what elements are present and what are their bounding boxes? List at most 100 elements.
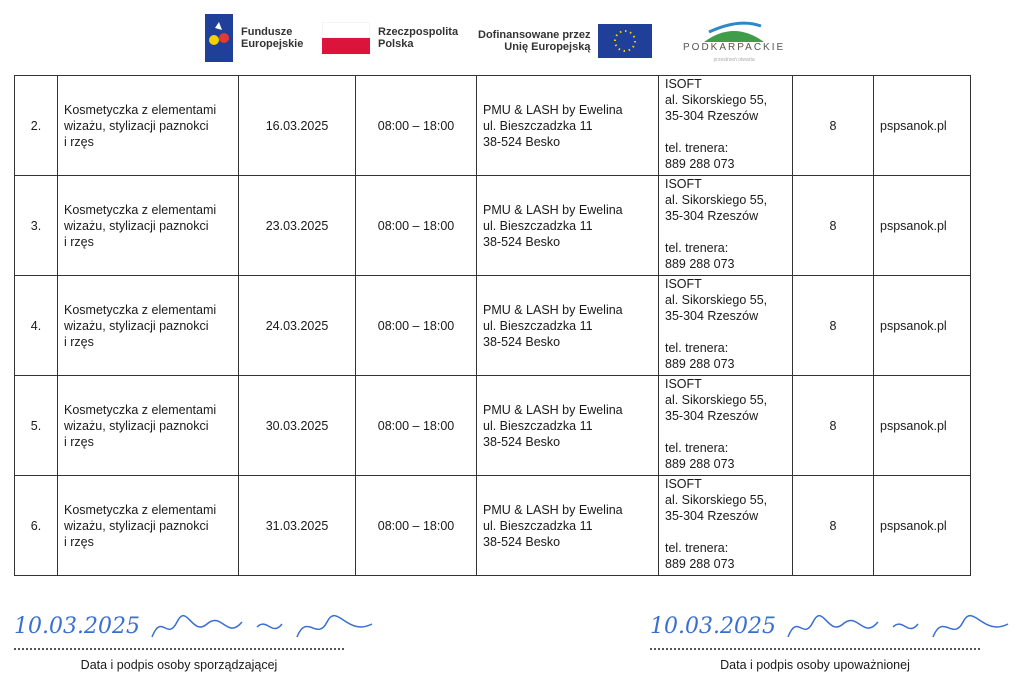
course-time: 08:00 – 18:00 [355,75,477,176]
cell-line [665,324,786,340]
logo-unia-europejska: Dofinansowane przez Unię Europejską [478,24,653,58]
cell-line: Kosmetyczka z elementami [64,402,217,417]
table-row: 2. Kosmetyczka z elementami wizażu, styli… [14,75,971,176]
course-time: 08:00 – 18:00 [355,475,477,576]
cell-line: PMU & LASH by Ewelina [483,102,623,117]
cell-line: i rzęs [64,534,94,549]
cell-line: 889 288 073 [665,557,735,571]
course-name: Kosmetyczka z elementami wizażu, stylizac… [57,75,239,176]
course-place: PMU & LASH by Ewelina ul. Bieszczadzka 11… [476,75,659,176]
cell-line: al. Sikorskiego 55, [665,193,768,207]
cell-line: 38-524 Besko [483,134,561,149]
cell-line: al. Sikorskiego 55, [665,393,768,407]
course-time: 08:00 – 18:00 [355,375,477,476]
row-number: 4. [14,275,58,376]
cell-line: tel. trenera: [665,141,729,155]
website: pspsanok.pl [873,475,971,576]
row-number: 6. [14,475,58,576]
website: pspsanok.pl [873,75,971,176]
fundusze-europejskie-icon [205,14,233,62]
logo-text: PODKARPACKIE [683,42,786,53]
organizer: ISOFT al. Sikorskiego 55, 35-304 Rzeszów te… [658,475,793,576]
cell-line: 35-304 Rzeszów [665,209,759,223]
cell-line [665,524,786,540]
participant-count: 8 [792,475,874,576]
cell-line [665,224,786,240]
cell-line [665,124,786,140]
signature-caption: Data i podpis osoby upoważnionej [720,658,910,672]
organizer: ISOFT al. Sikorskiego 55, 35-304 Rzeszów te… [658,275,793,376]
course-place: PMU & LASH by Ewelina ul. Bieszczadzka 11… [476,275,659,376]
signature-line [14,648,344,650]
cell-line: 35-304 Rzeszów [665,109,759,123]
cell-line: al. Sikorskiego 55, [665,493,768,507]
cell-line: tel. trenera: [665,341,729,355]
cell-line: 38-524 Besko [483,334,561,349]
cell-line: Kosmetyczka z elementami [64,502,217,517]
course-name: Kosmetyczka z elementami wizażu, stylizac… [57,175,239,276]
course-place: PMU & LASH by Ewelina ul. Bieszczadzka 11… [476,375,659,476]
cell-line: wizażu, stylizacji paznokci [64,518,209,533]
cell-line: tel. trenera: [665,541,729,555]
cell-line: 889 288 073 [665,257,735,271]
cell-line: ul. Bieszczadzka 11 [483,118,593,133]
table-row: 3. Kosmetyczka z elementami wizażu, styli… [14,175,971,276]
cell-line: i rzęs [64,434,94,449]
course-place: PMU & LASH by Ewelina ul. Bieszczadzka 11… [476,475,659,576]
course-name: Kosmetyczka z elementami wizażu, stylizac… [57,275,239,376]
cell-line: wizażu, stylizacji paznokci [64,118,209,133]
cell-line: ul. Bieszczadzka 11 [483,418,593,433]
logo-tagline: przestrzeń otwarta [713,57,755,63]
cell-line: 35-304 Rzeszów [665,309,759,323]
cell-line: 889 288 073 [665,157,735,171]
course-place: PMU & LASH by Ewelina ul. Bieszczadzka 11… [476,175,659,276]
cell-line: i rzęs [64,334,94,349]
handwritten-signature: 10.03.2025 [14,612,434,648]
logo-text: Dofinansowane przez [478,29,591,41]
cell-line: ul. Bieszczadzka 11 [483,518,593,533]
logo-text: Unię Europejską [504,41,591,53]
cell-line: 889 288 073 [665,457,735,471]
course-name: Kosmetyczka z elementami wizażu, stylizac… [57,475,239,576]
signature-line [650,648,980,650]
logo-podkarpackie: PODKARPACKIE przestrzeń otwarta [683,20,785,66]
participant-count: 8 [792,175,874,276]
cell-line: Kosmetyczka z elementami [64,302,217,317]
cell-line: 38-524 Besko [483,234,561,249]
signature-scribble-icon [151,614,373,638]
polish-flag-icon [322,22,370,54]
handwritten-signature: 10.03.2025 [650,612,1024,648]
row-number: 3. [14,175,58,276]
cell-line: Kosmetyczka z elementami [64,102,217,117]
cell-line: tel. trenera: [665,241,729,255]
row-number: 5. [14,375,58,476]
cell-line: ISOFT [665,377,702,391]
signature-caption: Data i podpis osoby sporządzającej [80,658,278,672]
cell-line: al. Sikorskiego 55, [665,93,768,107]
cell-line: ul. Bieszczadzka 11 [483,318,593,333]
cell-line: Kosmetyczka z elementami [64,202,217,217]
table-row: 5. Kosmetyczka z elementami wizażu, styli… [14,375,971,476]
cell-line: i rzęs [64,234,94,249]
cell-line: ul. Bieszczadzka 11 [483,218,593,233]
eu-flag-icon [598,24,653,58]
logo-text: Rzeczpospolita [378,26,459,38]
course-date: 16.03.2025 [238,75,356,176]
signature-block-authorized: 10.03.2025 Data i podpis osoby upoważnio… [650,612,1024,672]
cell-line: wizażu, stylizacji paznokci [64,418,209,433]
course-date: 31.03.2025 [238,475,356,576]
logo-fundusze-europejskie: Fundusze Europejskie [205,14,303,62]
course-date: 30.03.2025 [238,375,356,476]
cell-line: al. Sikorskiego 55, [665,293,768,307]
cell-line: PMU & LASH by Ewelina [483,302,623,317]
cell-line: PMU & LASH by Ewelina [483,402,623,417]
table-row: 6. Kosmetyczka z elementami wizażu, styli… [14,475,971,576]
course-date: 24.03.2025 [238,275,356,376]
organizer: ISOFT al. Sikorskiego 55, 35-304 Rzeszów te… [658,175,793,276]
website: pspsanok.pl [873,175,971,276]
cell-line: PMU & LASH by Ewelina [483,202,623,217]
signature-block-preparer: 10.03.2025 Data i podpis osoby sporządza… [14,612,434,672]
cell-line: PMU & LASH by Ewelina [483,502,623,517]
organizer: ISOFT al. Sikorskiego 55, 35-304 Rzeszów te… [658,375,793,476]
table-row: 4. Kosmetyczka z elementami wizażu, styli… [14,275,971,376]
